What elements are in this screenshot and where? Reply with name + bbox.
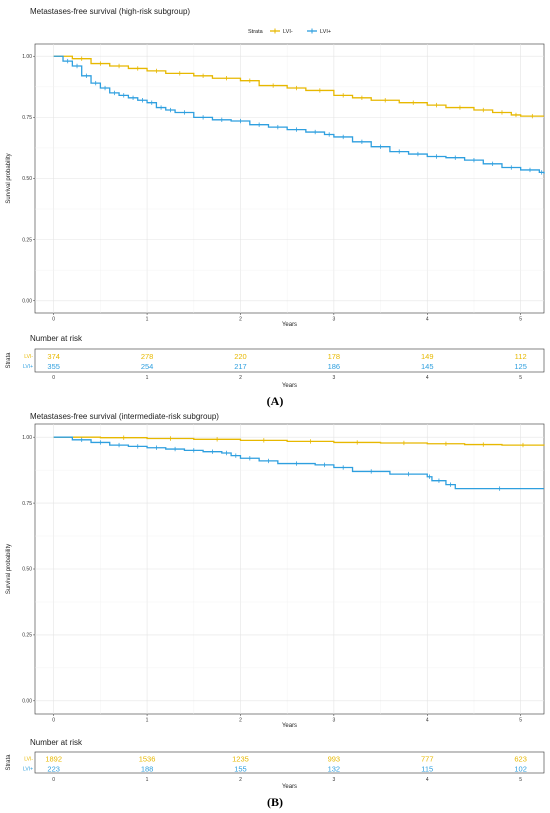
- x-tick-label: 5: [519, 317, 522, 323]
- y-tick-label: 1.00: [22, 54, 32, 60]
- risk-count: 1536: [139, 755, 156, 764]
- risk-x-tick-label: 1: [146, 777, 149, 783]
- x-axis-label: Years: [282, 322, 297, 328]
- risk-x-tick-label: 4: [426, 777, 429, 783]
- series-line-lvi-neg: [53, 436, 545, 446]
- x-tick-label: 0: [52, 317, 55, 323]
- y-tick-label: 0.00: [22, 699, 32, 705]
- risk-count: 149: [421, 352, 434, 361]
- risk-x-tick-label: 4: [426, 375, 429, 381]
- risk-x-tick-label: 3: [332, 375, 335, 381]
- risk-table-x-label: Years: [282, 784, 297, 790]
- risk-count: 777: [421, 755, 434, 764]
- y-tick-label: 0.75: [22, 501, 32, 507]
- chart-panel-a: Metastases-free survival (high-risk subg…: [6, 7, 545, 408]
- risk-count: 223: [47, 765, 60, 774]
- x-tick-label: 0: [52, 718, 55, 724]
- risk-x-tick-label: 0: [52, 777, 55, 783]
- y-tick-label: 0.50: [22, 567, 32, 573]
- risk-x-tick-label: 1: [146, 375, 149, 381]
- risk-count: 188: [141, 765, 154, 774]
- risk-table-title: Number at risk: [30, 738, 83, 747]
- chart-title: Metastases-free survival (intermediate-r…: [30, 412, 219, 421]
- risk-count: 374: [47, 352, 60, 361]
- risk-count: 125: [514, 362, 527, 371]
- risk-table-title: Number at risk: [30, 334, 83, 343]
- x-tick-label: 1: [146, 718, 149, 724]
- y-tick-label: 0.50: [22, 176, 32, 182]
- risk-count: 115: [421, 765, 433, 774]
- risk-count: 155: [234, 765, 247, 774]
- risk-count: 278: [141, 352, 154, 361]
- risk-count: 220: [234, 352, 247, 361]
- x-tick-label: 5: [519, 718, 522, 724]
- grid: [35, 424, 544, 714]
- risk-count: 112: [515, 352, 527, 361]
- risk-count: 186: [328, 362, 341, 371]
- risk-count: 178: [328, 352, 341, 361]
- legend-label: LVI-: [283, 29, 293, 35]
- risk-count: 132: [328, 765, 341, 774]
- x-tick-label: 2: [239, 718, 242, 724]
- legend-title: Strata: [248, 29, 264, 35]
- risk-x-tick-label: 0: [52, 375, 55, 381]
- risk-count: 355: [47, 362, 60, 371]
- risk-x-tick-label: 2: [239, 375, 242, 381]
- legend-label: LVI+: [320, 29, 331, 35]
- x-tick-label: 4: [426, 718, 429, 724]
- risk-x-tick-label: 5: [519, 777, 522, 783]
- risk-count: 993: [328, 755, 341, 764]
- y-tick-label: 0.00: [22, 298, 32, 304]
- risk-table-panel: [34, 751, 545, 774]
- risk-count: 217: [234, 362, 247, 371]
- legend: Strata LVI- LVI+: [248, 28, 331, 35]
- chart-panel-b: Metastases-free survival (intermediate-r…: [6, 412, 545, 809]
- risk-row-label: LVI+: [23, 767, 33, 773]
- panel-label: (A): [267, 394, 284, 408]
- risk-count: 1235: [232, 755, 249, 764]
- risk-count: 623: [514, 755, 527, 764]
- x-tick-label: 2: [239, 317, 242, 323]
- chart-title: Metastases-free survival (high-risk subg…: [30, 7, 190, 16]
- risk-row-label: LVI-: [24, 354, 33, 360]
- risk-count: 254: [141, 362, 154, 371]
- risk-table-y-label: Strata: [6, 352, 12, 369]
- panel-label: (B): [267, 795, 283, 809]
- risk-table-panel: [34, 348, 545, 373]
- risk-row-label: LVI+: [23, 364, 33, 370]
- risk-count: 1892: [45, 755, 62, 764]
- x-tick-label: 3: [332, 718, 335, 724]
- x-tick-label: 1: [146, 317, 149, 323]
- x-tick-label: 4: [426, 317, 429, 323]
- y-axis-label: Survival probability: [6, 544, 12, 594]
- y-tick-label: 0.25: [22, 237, 32, 243]
- risk-table-x-label: Years: [282, 383, 297, 389]
- risk-table-y-label: Strata: [6, 754, 12, 771]
- risk-x-tick-label: 5: [519, 375, 522, 381]
- risk-x-tick-label: 2: [239, 777, 242, 783]
- y-tick-label: 1.00: [22, 435, 32, 441]
- grid: [35, 44, 544, 313]
- series-line-lvi-pos: [53, 55, 545, 174]
- y-tick-label: 0.25: [22, 633, 32, 639]
- x-axis-label: Years: [282, 723, 297, 729]
- risk-count: 102: [514, 765, 527, 774]
- y-axis-label: Survival probability: [6, 153, 12, 203]
- risk-x-tick-label: 3: [332, 777, 335, 783]
- series-line-lvi-pos: [53, 436, 544, 490]
- x-tick-label: 3: [332, 317, 335, 323]
- risk-count: 145: [421, 362, 434, 371]
- risk-row-label: LVI-: [24, 757, 33, 763]
- y-tick-label: 0.75: [22, 115, 32, 121]
